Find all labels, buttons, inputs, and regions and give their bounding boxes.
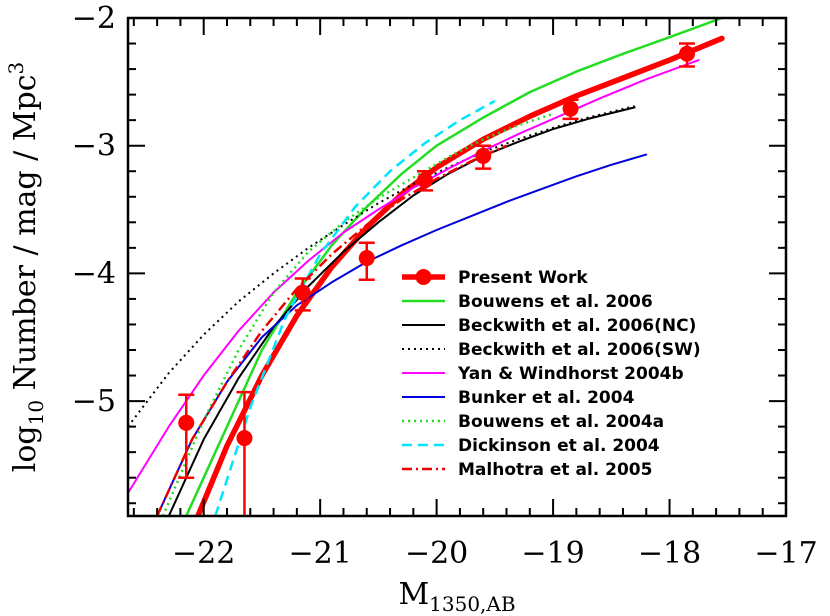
legend-label: Beckwith et al. 2006(SW) bbox=[458, 340, 701, 360]
legend-label: Bouwens et al. 2006 bbox=[458, 292, 653, 312]
legend-item: Dickinson et al. 2004 bbox=[402, 436, 660, 456]
legend-label: Malhotra et al. 2005 bbox=[458, 460, 652, 480]
x-tick-label: −20 bbox=[405, 536, 468, 571]
legend-label: Bunker et al. 2004 bbox=[458, 388, 635, 408]
x-tick-label: −18 bbox=[638, 536, 701, 571]
legend-marker bbox=[415, 269, 432, 285]
data-point bbox=[236, 390, 253, 516]
data-point-marker bbox=[236, 430, 253, 447]
data-points bbox=[178, 42, 696, 516]
data-point bbox=[679, 42, 696, 68]
legend-item: Malhotra et al. 2005 bbox=[402, 460, 652, 480]
legend-item: Bouwens et al. 2004a bbox=[402, 412, 664, 432]
legend-item: Bunker et al. 2004 bbox=[402, 388, 635, 408]
axis-ticks: −22 −21 −20 −19 −18 −17 −5 −4 −3 −2 bbox=[72, 1, 818, 571]
y-tick-label: −5 bbox=[72, 384, 116, 419]
series-line-beckwith-et-al-2006-sw bbox=[128, 105, 635, 428]
data-point bbox=[358, 241, 375, 282]
data-point-marker bbox=[178, 414, 195, 431]
legend-item: Yan & Windhorst 2004b bbox=[402, 364, 684, 384]
data-point bbox=[178, 393, 195, 479]
y-tick-label: −3 bbox=[72, 129, 116, 164]
legend: Present Work Bouwens et al. 2006 Beckwith … bbox=[402, 268, 701, 480]
legend-item: Beckwith et al. 2006(SW) bbox=[402, 340, 701, 360]
x-tick-label: −22 bbox=[172, 536, 235, 571]
legend-item: Beckwith et al. 2006(NC) bbox=[402, 316, 696, 336]
legend-item: Present Work bbox=[402, 268, 588, 288]
x-tick-label: −21 bbox=[289, 536, 352, 571]
legend-label: Yan & Windhorst 2004b bbox=[457, 364, 684, 384]
data-point bbox=[416, 169, 433, 192]
data-point-marker bbox=[562, 100, 579, 117]
x-tick-label: −17 bbox=[754, 536, 817, 571]
series-line-bouwens-et-al-2006 bbox=[184, 18, 724, 516]
series-line-dickinson-et-al-2004 bbox=[214, 99, 496, 516]
data-point-marker bbox=[358, 250, 375, 267]
y-axis-label: log10 Number / mag / Mpc3 bbox=[4, 62, 48, 473]
x-tick-label: −19 bbox=[521, 536, 584, 571]
data-point-marker bbox=[294, 284, 311, 301]
data-point-marker bbox=[475, 147, 492, 164]
legend-label: Dickinson et al. 2004 bbox=[458, 436, 660, 456]
legend-label: Present Work bbox=[458, 268, 588, 288]
series-line-bouwens-et-al-2004a bbox=[161, 112, 554, 516]
series-line-beckwith-et-al-2006-nc bbox=[167, 106, 636, 516]
data-point bbox=[475, 144, 492, 170]
y-tick-label: −2 bbox=[72, 1, 116, 36]
plot-frame bbox=[126, 16, 788, 518]
legend-label: Beckwith et al. 2006(NC) bbox=[458, 316, 696, 336]
y-tick-label: −4 bbox=[72, 256, 116, 291]
data-point-marker bbox=[679, 45, 696, 62]
data-point-marker bbox=[416, 172, 433, 189]
legend-item: Bouwens et al. 2006 bbox=[402, 292, 653, 312]
series-line-malhotra-et-al-2005 bbox=[155, 144, 508, 516]
legend-label: Bouwens et al. 2004a bbox=[458, 412, 664, 432]
data-point bbox=[562, 98, 579, 121]
x-axis-label: M1350,AB bbox=[398, 577, 515, 616]
series-line-bunker-et-al-2004 bbox=[156, 153, 648, 516]
data-point bbox=[294, 277, 311, 312]
